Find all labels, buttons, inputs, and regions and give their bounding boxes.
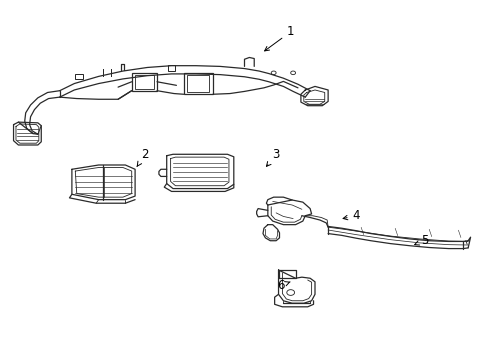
Text: 4: 4 (343, 209, 359, 222)
Text: 6: 6 (277, 279, 289, 292)
Text: 2: 2 (137, 148, 148, 167)
Text: 3: 3 (266, 148, 279, 166)
Text: 1: 1 (264, 25, 294, 51)
Text: 5: 5 (414, 234, 427, 247)
